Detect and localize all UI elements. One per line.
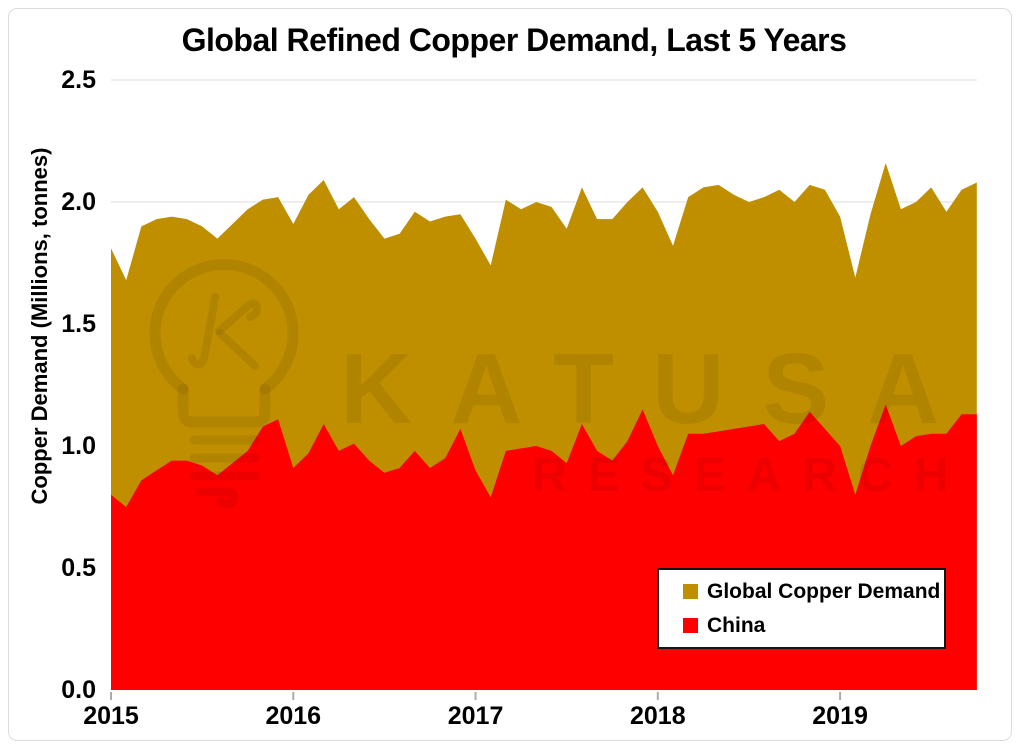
legend-item-global: Global Copper Demand <box>683 580 944 604</box>
x-tick-label: 2017 <box>447 702 504 730</box>
katusa-lightbulb-k-logo-icon <box>195 487 239 509</box>
legend-item-china: China <box>683 614 944 638</box>
x-tick-label: 2019 <box>812 702 868 730</box>
katusa-lightbulb-k-logo-icon <box>216 329 259 370</box>
y-tick-label: 0.0 <box>61 676 96 704</box>
y-tick-label: 1.0 <box>61 432 96 460</box>
x-tick-label: 2016 <box>265 702 322 730</box>
y-tick-label: 1.5 <box>61 310 96 338</box>
legend-label-china: China <box>707 613 766 637</box>
x-tick-label: 2015 <box>83 702 139 730</box>
watermark-katusa-text: KATUSA <box>340 333 977 445</box>
china-swatch-icon <box>683 618 698 633</box>
legend-label-global: Global Copper Demand <box>707 579 941 603</box>
katusa-lightbulb-k-logo-icon <box>188 293 219 369</box>
katusa-lightbulb-k-logo-icon <box>177 383 271 428</box>
y-tick-label: 2.0 <box>61 188 96 216</box>
x-tick-label: 2018 <box>630 702 686 730</box>
y-tick-label: 2.5 <box>61 66 96 94</box>
watermark-research-text: RESEARCH <box>532 449 969 502</box>
y-tick-label: 0.5 <box>61 554 96 582</box>
legend: Global Copper Demand China <box>657 568 946 649</box>
katusa-lightbulb-k-logo-icon <box>149 259 299 395</box>
chart-title: Global Refined Copper Demand, Last 5 Yea… <box>181 22 847 58</box>
global-demand-swatch-icon <box>683 584 698 599</box>
katusa-lightbulb-k-logo-icon <box>215 299 261 335</box>
